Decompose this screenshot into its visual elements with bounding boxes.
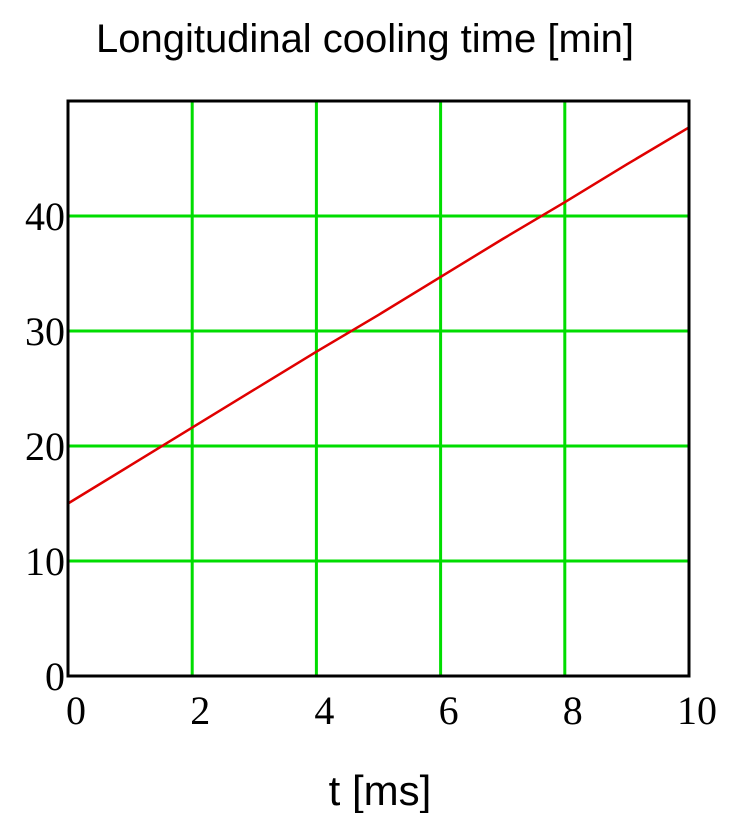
x-tick-label-2: 2 [190,688,210,733]
x-tick-label-4: 4 [314,688,334,733]
chart-title: Longitudinal cooling time [min] [96,17,634,61]
y-tick-label-20: 20 [25,424,65,469]
y-tick-label-10: 10 [25,539,65,584]
series [67,126,690,505]
y-tick-label-0: 0 [45,654,65,699]
y-tick-labels: 0 10 20 30 40 [25,194,65,699]
x-axis-label: t [ms] [329,767,432,813]
y-tick-label-30: 30 [25,309,65,354]
series-line-0 [67,126,690,505]
x-tick-label-8: 8 [563,688,583,733]
y-tick-label-40: 40 [25,194,65,239]
grid [68,101,689,676]
x-tick-labels: 0 2 4 6 8 10 [66,688,717,733]
x-tick-label-0: 0 [66,688,86,733]
plot-frame [66,99,691,678]
x-tick-label-10: 10 [677,688,717,733]
x-tick-label-6: 6 [439,688,459,733]
